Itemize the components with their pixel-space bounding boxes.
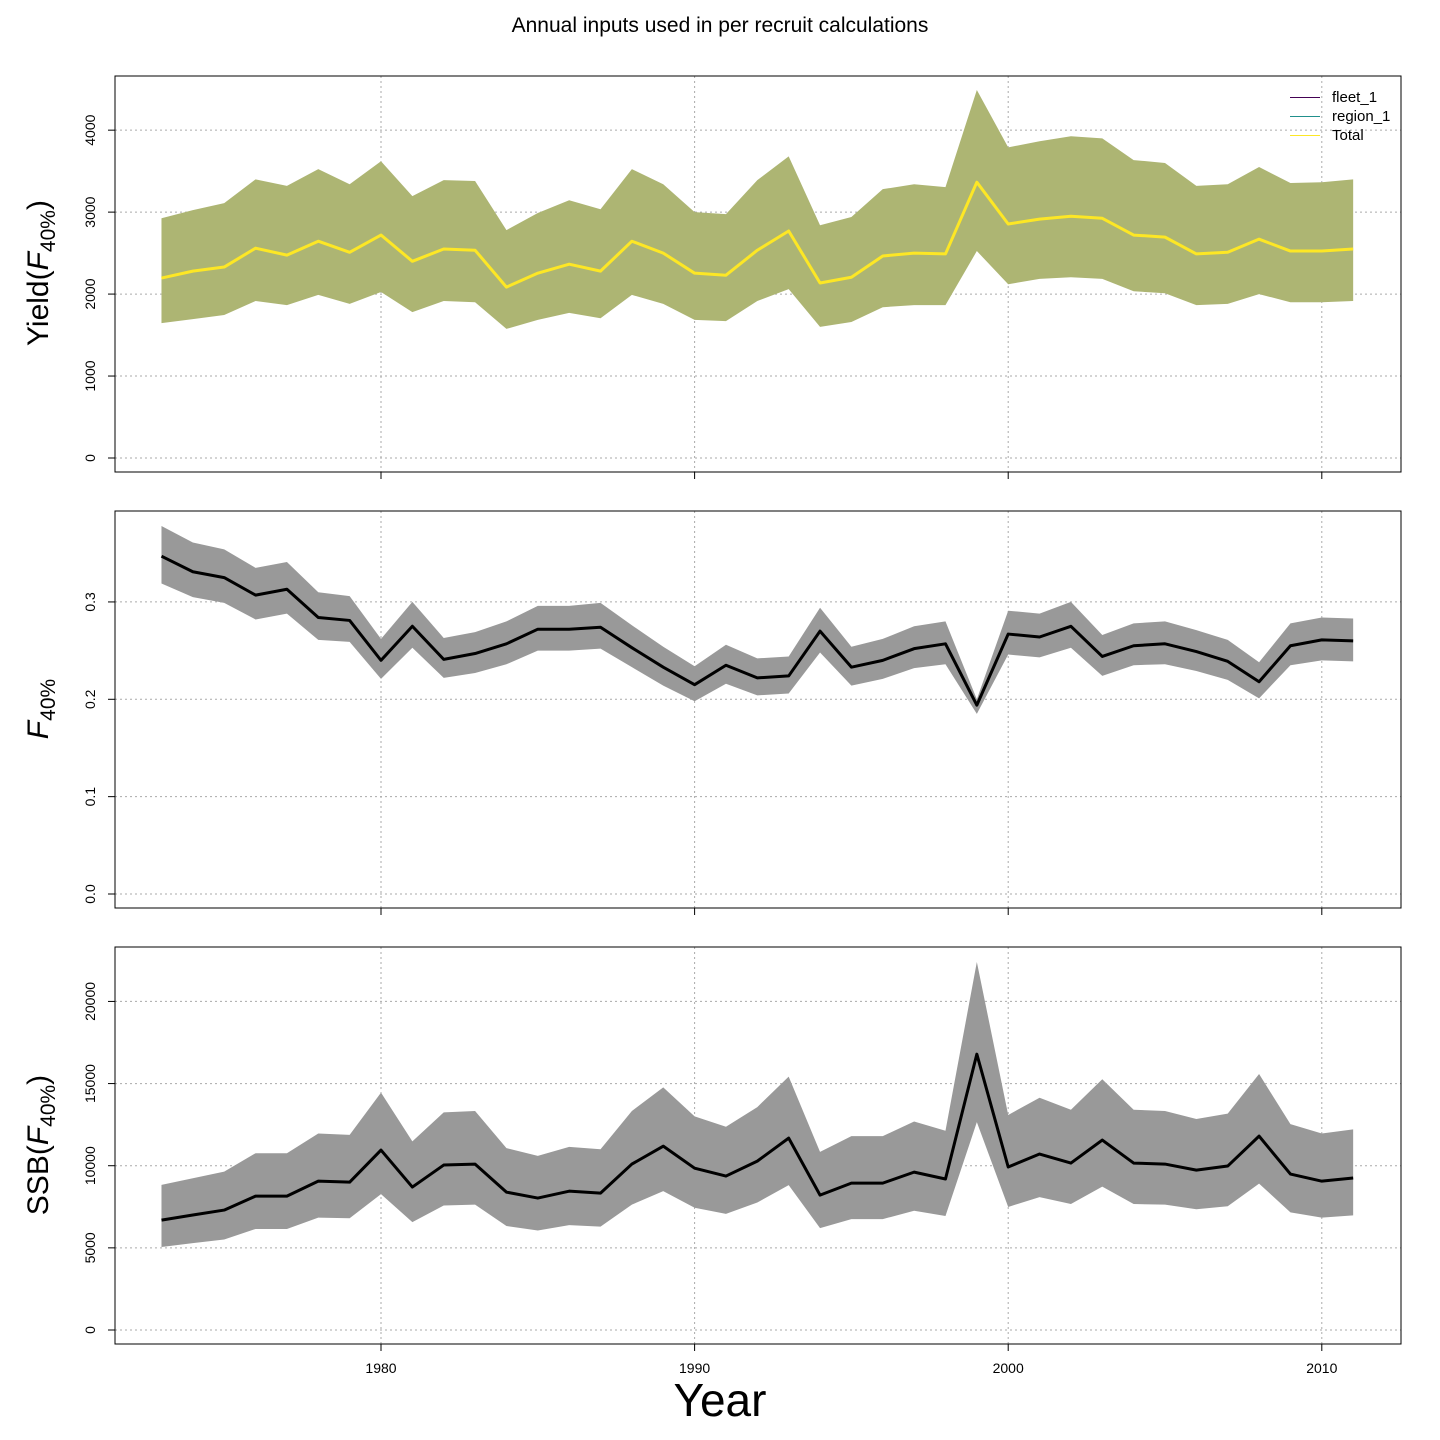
legend-item-fleet: fleet_1 bbox=[1290, 88, 1390, 107]
y-axis-label-f: F40% bbox=[22, 678, 60, 740]
x-tick-label: 2000 bbox=[993, 1360, 1024, 1376]
x-axis-label: Year bbox=[673, 1374, 767, 1426]
mean-line bbox=[161, 180, 1354, 289]
y-tick-label: 0 bbox=[82, 1326, 98, 1334]
legend-swatch bbox=[1290, 97, 1320, 98]
x-tick-label: 1990 bbox=[679, 1360, 710, 1376]
y-tick-label: 0.2 bbox=[82, 689, 98, 709]
y-tick-label: 0.1 bbox=[82, 787, 98, 807]
y-tick-label: 4000 bbox=[82, 114, 98, 145]
y-axis-label-ssb: SSB(F40%) bbox=[22, 1074, 60, 1216]
legend-swatch bbox=[1290, 116, 1320, 117]
panel-frame bbox=[114, 75, 1402, 473]
y-tick-label: 1000 bbox=[82, 360, 98, 391]
y-tick-label: 15000 bbox=[82, 1064, 98, 1103]
y-axis-label-yield: Yield(F40%) bbox=[22, 200, 60, 346]
mean-line bbox=[161, 1052, 1354, 1222]
legend-swatch bbox=[1290, 135, 1320, 136]
panel-frame bbox=[114, 510, 1402, 909]
confidence-band bbox=[161, 90, 1354, 329]
confidence-band bbox=[161, 526, 1354, 714]
y-tick-label: 3000 bbox=[82, 196, 98, 227]
y-tick-label: 10000 bbox=[82, 1146, 98, 1185]
y-tick-label: 0 bbox=[82, 454, 98, 462]
mean-line bbox=[160, 554, 1354, 707]
chart-title: Annual inputs used in per recruit calcul… bbox=[511, 14, 929, 37]
legend-item-total: Total bbox=[1290, 126, 1390, 145]
panel-frame bbox=[114, 946, 1402, 1345]
x-tick-label: 1980 bbox=[365, 1360, 396, 1376]
legend: fleet_1 region_1 Total bbox=[1290, 88, 1390, 145]
confidence-band bbox=[161, 962, 1354, 1248]
y-tick-label: 20000 bbox=[82, 982, 98, 1021]
legend-item-region: region_1 bbox=[1290, 107, 1390, 126]
y-tick-label: 5000 bbox=[82, 1232, 98, 1263]
x-tick-label: 2010 bbox=[1306, 1360, 1337, 1376]
y-tick-label: 0.0 bbox=[82, 884, 98, 904]
y-tick-label: 0.3 bbox=[82, 592, 98, 612]
y-tick-label: 2000 bbox=[82, 278, 98, 309]
